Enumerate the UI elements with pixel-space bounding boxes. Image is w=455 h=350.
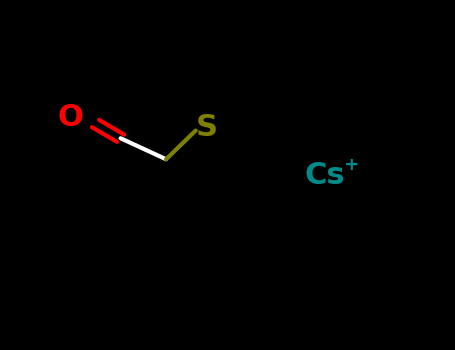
Text: +: + — [344, 156, 359, 174]
Text: O: O — [58, 103, 83, 132]
Text: Cs: Cs — [305, 161, 345, 189]
Text: S: S — [196, 113, 218, 142]
